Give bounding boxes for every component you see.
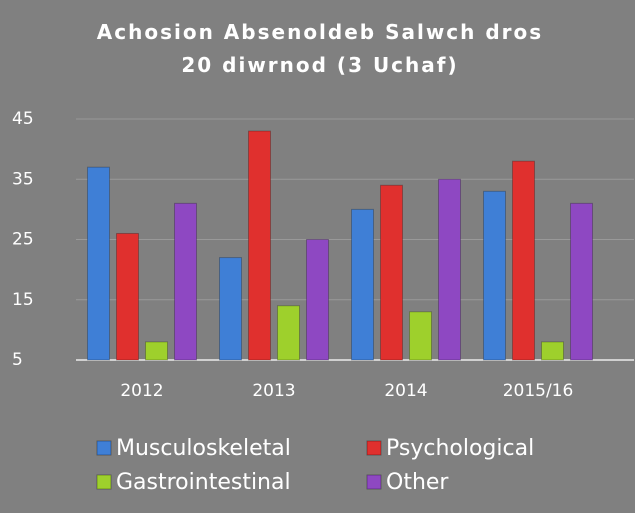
x-tick-label: 2012 (120, 381, 163, 401)
legend-label: Psychological (386, 436, 534, 461)
legend-swatch (96, 440, 112, 456)
bar (174, 202, 197, 361)
legend-swatch (366, 440, 382, 456)
legend-swatch (366, 474, 382, 490)
bar (219, 257, 242, 361)
bar (277, 305, 300, 361)
bar (512, 160, 535, 361)
legend-label: Gastrointestinal (116, 470, 291, 495)
y-tick-label: 45 (12, 109, 34, 129)
legend-swatch (96, 474, 112, 490)
legend-label: Musculoskeletal (116, 436, 291, 461)
y-tick-label: 5 (12, 350, 23, 370)
bar (380, 184, 403, 361)
x-tick-label: 2013 (252, 381, 295, 401)
chart-title: Achosion Absenoldeb Salwch dros 20 diwrn… (96, 20, 544, 77)
bar (570, 202, 593, 361)
bar (409, 311, 432, 361)
bar (483, 190, 506, 361)
bar (541, 341, 564, 361)
bar (351, 208, 374, 361)
bar (438, 178, 461, 361)
y-tick-label: 25 (12, 230, 34, 250)
bar (248, 130, 271, 361)
y-tick-label: 15 (12, 290, 34, 310)
legend-label: Other (386, 470, 449, 495)
bar (87, 166, 110, 361)
bar (116, 232, 139, 361)
y-tick-label: 35 (12, 169, 34, 189)
bar (145, 341, 168, 361)
x-tick-label: 2014 (384, 381, 427, 401)
x-tick-label: 2015/16 (503, 381, 574, 401)
bar (306, 239, 329, 361)
